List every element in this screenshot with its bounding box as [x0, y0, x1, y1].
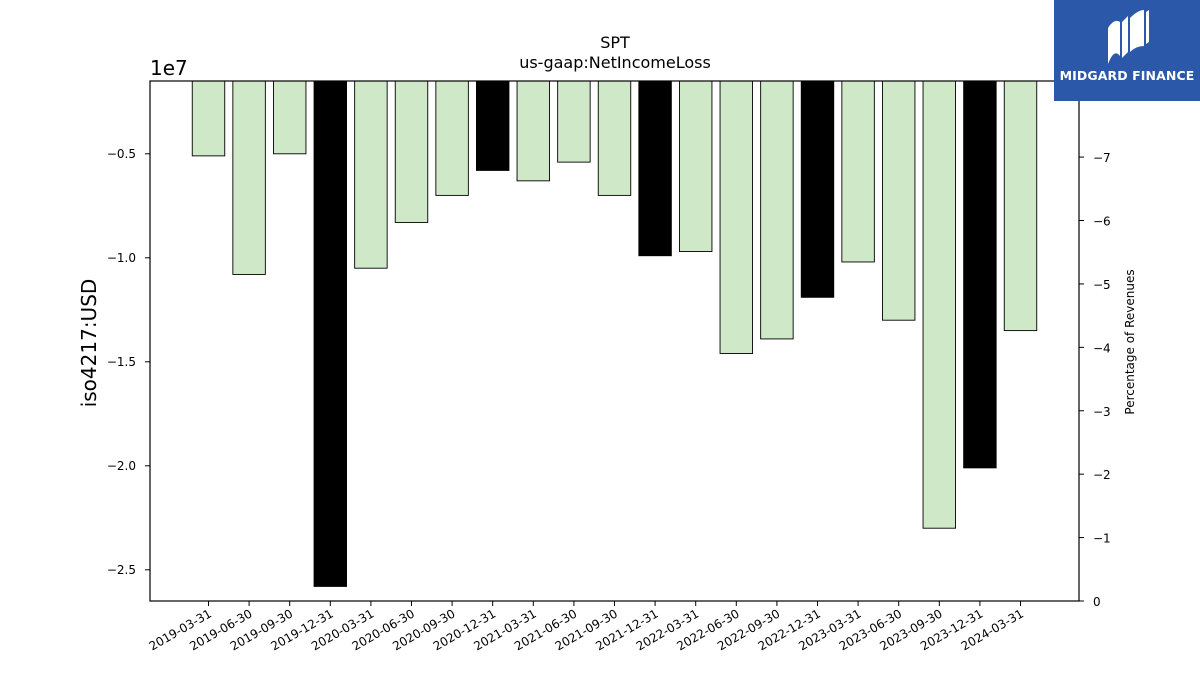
y-axis-label: iso4217:USD	[77, 279, 101, 408]
y-ticks: −0.5 −1.0 −1.5 −2.0 −2.5	[107, 147, 150, 577]
bar-2022-03-31	[679, 80, 713, 253]
y-tick-label: −0.5	[107, 147, 136, 161]
y-tick-label: −1.0	[107, 251, 136, 265]
bar-2022-09-30	[760, 80, 794, 340]
y2-tick-label: −3	[1093, 405, 1111, 419]
y2-tick-label: −1	[1093, 532, 1111, 546]
y-tick-label: −2.0	[107, 459, 136, 473]
chart-title: SPT	[600, 33, 630, 52]
bar-2022-06-30	[719, 80, 753, 354]
brand-name: MIDGARD FINANCE	[1059, 68, 1195, 83]
bar-2021-03-31	[516, 80, 550, 182]
bar-2023-09-30	[922, 80, 956, 529]
bar-2019-06-30	[232, 80, 266, 275]
bar-2023-06-30	[882, 80, 916, 321]
bar-2020-06-30	[394, 80, 429, 223]
y2-tick-label: −6	[1093, 215, 1111, 229]
y2-axis-label: Percentage of Revenues	[1123, 269, 1137, 414]
y2-ticks: 0 −1 −2 −3 −4 −5 −6 −7	[1079, 151, 1111, 609]
x-ticks: 2019-03-312019-06-302019-09-302019-12-31…	[147, 601, 1026, 653]
midgard-logo-icon	[1108, 10, 1149, 64]
y2-tick-label: −2	[1093, 468, 1111, 482]
y-tick-label: −1.5	[107, 355, 136, 369]
y2-tick-label: −4	[1093, 341, 1111, 355]
y2-tick-label: 0	[1093, 595, 1101, 609]
bar-2019-12-31	[313, 80, 347, 587]
bar-2022-12-31	[800, 80, 835, 298]
bar-2021-09-30	[597, 80, 632, 196]
bar-2020-09-30	[435, 80, 469, 196]
bars-layer	[191, 80, 1038, 587]
bar-2020-12-31	[476, 80, 510, 171]
bar-2020-03-31	[354, 80, 388, 269]
y-axis-offset-label: 1e7	[150, 56, 188, 80]
y-tick-label: −2.5	[107, 563, 136, 577]
bar-2024-03-31	[1003, 80, 1038, 332]
bar-2021-12-31	[638, 80, 672, 257]
chart-subtitle: us-gaap:NetIncomeLoss	[519, 53, 711, 72]
y2-tick-label: −5	[1093, 278, 1111, 292]
bar-2019-03-31	[191, 80, 226, 157]
y2-tick-label: −7	[1093, 151, 1111, 165]
brand-logo: MIDGARD FINANCE	[1054, 0, 1200, 101]
bar-2021-06-30	[557, 80, 591, 163]
bar-2019-09-30	[273, 80, 307, 155]
bar-2023-03-31	[841, 80, 875, 263]
bar-2023-12-31	[963, 80, 997, 469]
